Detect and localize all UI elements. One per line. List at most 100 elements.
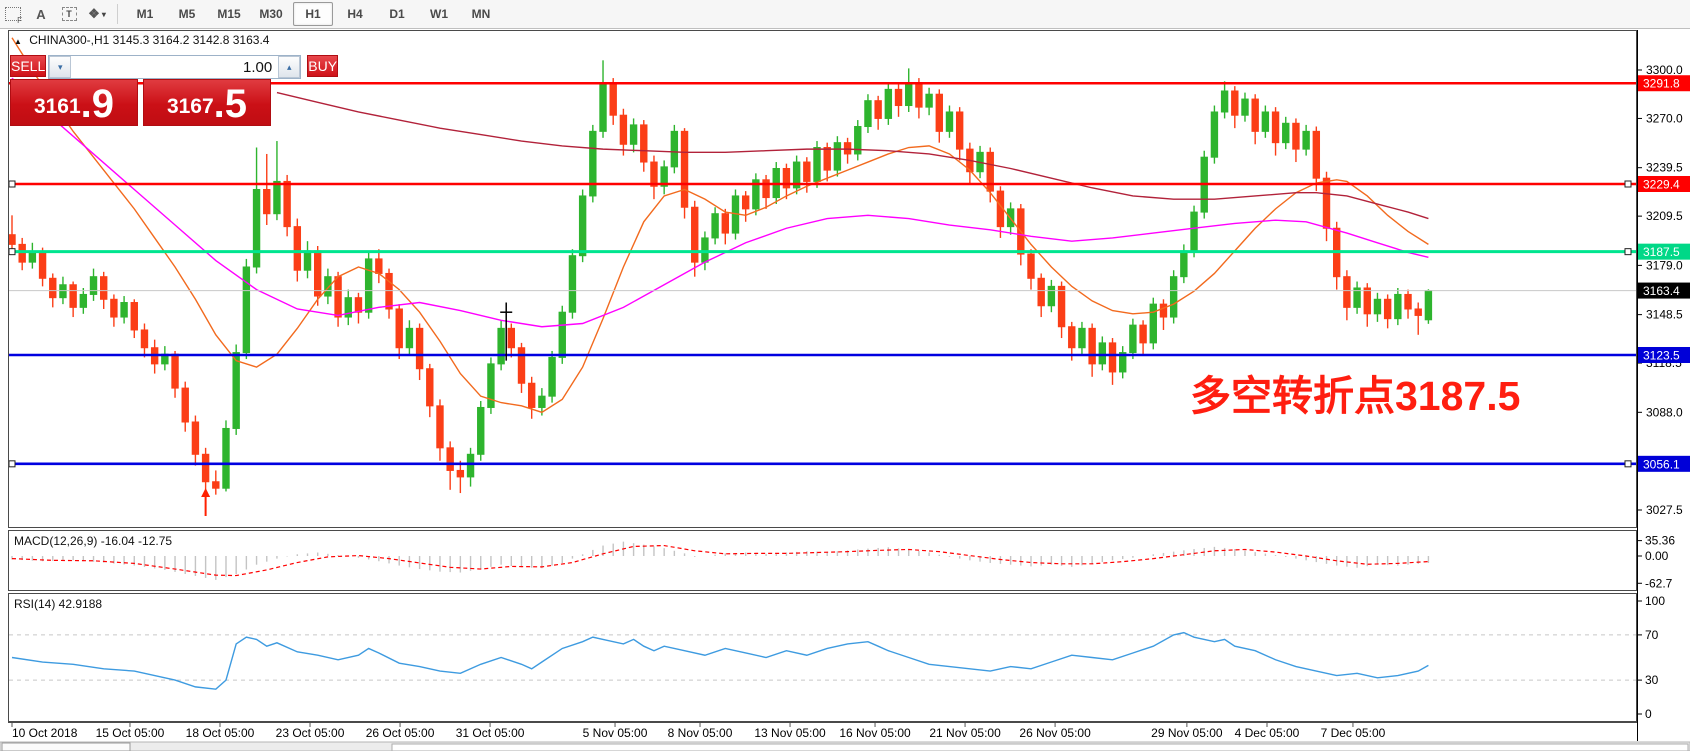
horizontal-line-3229.4[interactable] xyxy=(2,180,1637,188)
date-tick-label: 26 Oct 05:00 xyxy=(366,726,435,740)
date-tick-label: 5 Nov 05:00 xyxy=(583,726,648,740)
svg-text:3163.4: 3163.4 xyxy=(1643,284,1680,298)
svg-text:3123.5: 3123.5 xyxy=(1643,348,1680,362)
date-tick-label: 16 Nov 05:00 xyxy=(839,726,911,740)
tf-d1-button[interactable]: D1 xyxy=(389,7,405,21)
buy-price-main: 3167 xyxy=(166,95,214,118)
chart-tab[interactable] xyxy=(1,742,131,751)
volume-input[interactable] xyxy=(71,56,279,78)
price-badge-3123.5: 3123.5 xyxy=(1638,346,1690,363)
date-tick-label: 7 Dec 05:00 xyxy=(1321,726,1386,740)
rsi-label: RSI(14) 42.9188 xyxy=(14,597,102,611)
price-badge-3291.8: 3291.8 xyxy=(1638,75,1690,92)
buy-button[interactable]: BUY xyxy=(307,55,339,77)
pivot-annotation-text[interactable]: 多空转折点3187.5 xyxy=(1190,373,1521,419)
macd-label: MACD(12,26,9) -16.04 -12.75 xyxy=(14,534,172,548)
volume-decrease-button[interactable]: ▾ xyxy=(49,56,72,78)
main-panel xyxy=(8,30,1637,528)
buy-price-frac: .5 xyxy=(213,82,248,126)
tf-mn-button[interactable]: MN xyxy=(471,7,491,21)
svg-text:3056.1: 3056.1 xyxy=(1643,457,1680,471)
date-tick-label: 4 Dec 05:00 xyxy=(1235,726,1300,740)
date-tick-label: 21 Nov 05:00 xyxy=(929,726,1001,740)
one-click-trade-panel: SELL ▾ ▴ BUY 3161 .9 3167 .5 xyxy=(10,55,339,126)
rsi-axis-label: 70 xyxy=(1645,628,1659,642)
tf-h1-button[interactable]: H1 xyxy=(293,2,333,26)
price-tick-label: 3209.5 xyxy=(1646,209,1683,223)
buy-price-tile[interactable]: 3167 .5 xyxy=(143,79,271,126)
volume-stepper: ▾ ▴ xyxy=(48,55,302,79)
macd-axis-label: 0.00 xyxy=(1645,549,1669,563)
sell-price-main: 3161 xyxy=(33,95,81,118)
price-badge-3056.1: 3056.1 xyxy=(1638,455,1690,472)
horizontal-line-3187.5[interactable] xyxy=(2,248,1637,256)
sell-price-tile[interactable]: 3161 .9 xyxy=(10,79,138,126)
toolbar: F A T ❖ ▾ M1 M5 M15 M30 H1 H4 D1 W1 MN xyxy=(0,0,1690,29)
rsi-line xyxy=(11,631,1429,690)
buy-arrow-marker[interactable] xyxy=(201,488,211,516)
date-tick-label: 29 Nov 05:00 xyxy=(1151,726,1223,740)
price-tick-label: 3148.5 xyxy=(1646,308,1683,322)
date-tick-label: 23 Oct 05:00 xyxy=(276,726,345,740)
toolbar-separator xyxy=(117,4,118,24)
price-badge-3229.4: 3229.4 xyxy=(1638,175,1690,192)
rsi-axis-label: 30 xyxy=(1645,673,1659,687)
chart-title: ▲ CHINA300-,H1 3145.3 3164.2 3142.8 3163… xyxy=(14,33,269,47)
tf-m5-button[interactable]: M5 xyxy=(178,7,196,21)
price-tick-label: 3239.5 xyxy=(1646,161,1683,175)
date-tick-label: 8 Nov 05:00 xyxy=(668,726,733,740)
price-tick-label: 3300.0 xyxy=(1646,63,1683,77)
price-tick-label: 3027.5 xyxy=(1646,503,1683,517)
rsi-area xyxy=(9,631,1636,690)
rsi-axis-label: 0 xyxy=(1645,707,1652,721)
price-badge-3163.4: 3163.4 xyxy=(1638,282,1690,299)
macd-panel xyxy=(8,530,1637,591)
letter-a-icon[interactable]: A xyxy=(36,6,46,22)
ma-slow-crimson xyxy=(276,91,1429,220)
vertical-line-marker[interactable] xyxy=(500,302,513,361)
date-tick-label: 18 Oct 05:00 xyxy=(186,726,255,740)
price-tick-label: 3270.0 xyxy=(1646,111,1683,125)
text-label-icon[interactable]: T xyxy=(56,3,82,25)
dotted-grid-f-icon[interactable]: F xyxy=(0,3,26,25)
bottom-tab-strip[interactable] xyxy=(0,741,1690,751)
tf-h4-button[interactable]: H4 xyxy=(347,7,363,21)
date-tick-label: 15 Oct 05:00 xyxy=(96,726,165,740)
ma-medium-magenta xyxy=(11,77,1429,328)
sell-button[interactable]: SELL xyxy=(10,55,47,77)
date-tick-label: 31 Oct 05:00 xyxy=(456,726,525,740)
date-axis[interactable]: 10 Oct 2018 15 Oct 05:00 18 Oct 05:00 23 Oc… xyxy=(8,722,1637,741)
price-axis[interactable]: 3300.03270.03239.53209.53179.03148.53118… xyxy=(1637,30,1690,741)
shapes-dropdown-icon[interactable]: ❖ ▾ xyxy=(88,6,106,21)
horizontal-line-3056.1[interactable] xyxy=(2,460,1637,468)
date-tick-label: 26 Nov 05:00 xyxy=(1019,726,1091,740)
rsi-panel xyxy=(8,593,1637,722)
macd-signal-line xyxy=(11,544,1429,577)
horizontal-scrollbar[interactable] xyxy=(391,743,1689,751)
svg-text:3229.4: 3229.4 xyxy=(1643,177,1680,191)
price-tick-label: 3088.0 xyxy=(1646,405,1683,419)
date-tick-label: 13 Nov 05:00 xyxy=(754,726,826,740)
ma-fast-orange xyxy=(11,37,1429,414)
candlestick-series xyxy=(9,60,1433,497)
volume-increase-button[interactable]: ▴ xyxy=(278,56,301,78)
price-tick-label: 3179.0 xyxy=(1646,258,1683,272)
collapse-triangle-icon[interactable]: ▲ xyxy=(14,37,22,46)
macd-area xyxy=(11,541,1430,580)
rsi-axis-label: 100 xyxy=(1645,594,1665,608)
svg-text:3187.5: 3187.5 xyxy=(1643,245,1680,259)
macd-axis-label: -62.7 xyxy=(1645,576,1673,590)
sell-price-frac: .9 xyxy=(80,82,115,126)
tf-m15-button[interactable]: M15 xyxy=(217,7,241,21)
tf-m30-button[interactable]: M30 xyxy=(259,7,283,21)
date-tick-label: 10 Oct 2018 xyxy=(12,726,78,740)
ohlc-values: 3145.3 3164.2 3142.8 3163.4 xyxy=(112,33,270,47)
tf-m1-button[interactable]: M1 xyxy=(136,7,154,21)
main-chart-area xyxy=(2,37,1637,516)
macd-axis-label: 35.36 xyxy=(1645,534,1675,548)
svg-text:3291.8: 3291.8 xyxy=(1643,77,1680,91)
tf-w1-button[interactable]: W1 xyxy=(430,7,448,21)
symbol-period-label: CHINA300-,H1 xyxy=(29,33,110,47)
